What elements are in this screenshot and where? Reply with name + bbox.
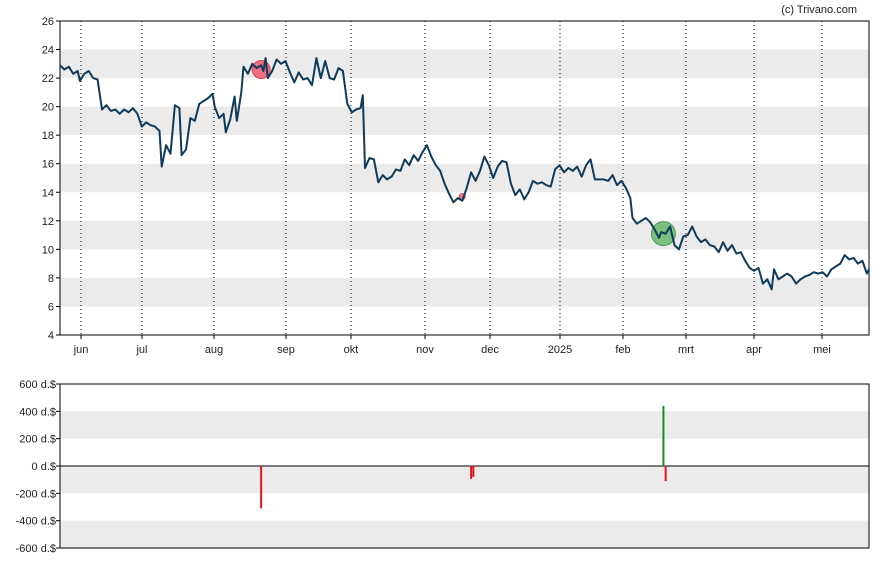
month-label: 2025 [548, 344, 572, 356]
month-label: jul [135, 344, 147, 356]
transaction-y-tick-label: 0 d.$ [32, 461, 56, 473]
transaction-grid-band [60, 466, 869, 494]
transaction-y-tick-label: 600 d.$ [19, 379, 56, 391]
month-label: jun [73, 344, 89, 356]
price-y-tick-label: 6 [48, 301, 54, 313]
price-y-tick-label: 20 [42, 102, 54, 114]
month-label: feb [615, 344, 630, 356]
copyright-text: (c) Trivano.com [781, 4, 857, 16]
price-y-tick-label: 26 [42, 16, 54, 28]
month-label: aug [205, 344, 223, 356]
price-line [59, 57, 870, 291]
price-y-tick-label: 16 [42, 159, 54, 171]
price-y-tick-label: 14 [42, 187, 54, 199]
month-label: nov [416, 344, 434, 356]
price-y-tick-label: 18 [42, 130, 54, 142]
price-y-tick-label: 24 [42, 45, 54, 57]
price-frame [59, 20, 870, 336]
transaction-y-tick-label: -600 d.$ [16, 543, 56, 555]
price-grid-band [60, 277, 869, 307]
price-y-tick-label: 12 [42, 216, 54, 228]
month-label: okt [344, 344, 359, 356]
transaction-grid-band [60, 411, 869, 439]
month-label: sep [277, 344, 295, 356]
month-label: mrt [678, 344, 694, 356]
price-y-tick-label: 8 [48, 273, 54, 285]
transaction-panel: 600 d.$ 400 d.$ 200 d.$ 0 d.$ -200 d.$ -400 d… [16, 379, 870, 555]
transaction-y-tick-label: -200 d.$ [16, 488, 56, 500]
month-label: mei [813, 344, 831, 356]
month-label: apr [746, 344, 762, 356]
transaction-y-tick-label: -400 d.$ [16, 516, 56, 528]
transaction-y-tick-label: 200 d.$ [19, 434, 56, 446]
month-label: dec [481, 344, 499, 356]
price-y-tick-label: 4 [48, 330, 54, 342]
transaction-grid-band [60, 520, 869, 548]
price-y-tick-label: 22 [42, 73, 54, 85]
price-panel: 4 6 8 10 12 14 16 18 20 22 24 26 jun jul aug sep okt nov d… [42, 16, 870, 356]
price-y-tick-label: 10 [42, 244, 54, 256]
price-grid-band [60, 163, 869, 193]
transaction-y-tick-label: 400 d.$ [19, 406, 56, 418]
price-grid-band [60, 220, 869, 250]
price-grid-band [60, 49, 869, 79]
